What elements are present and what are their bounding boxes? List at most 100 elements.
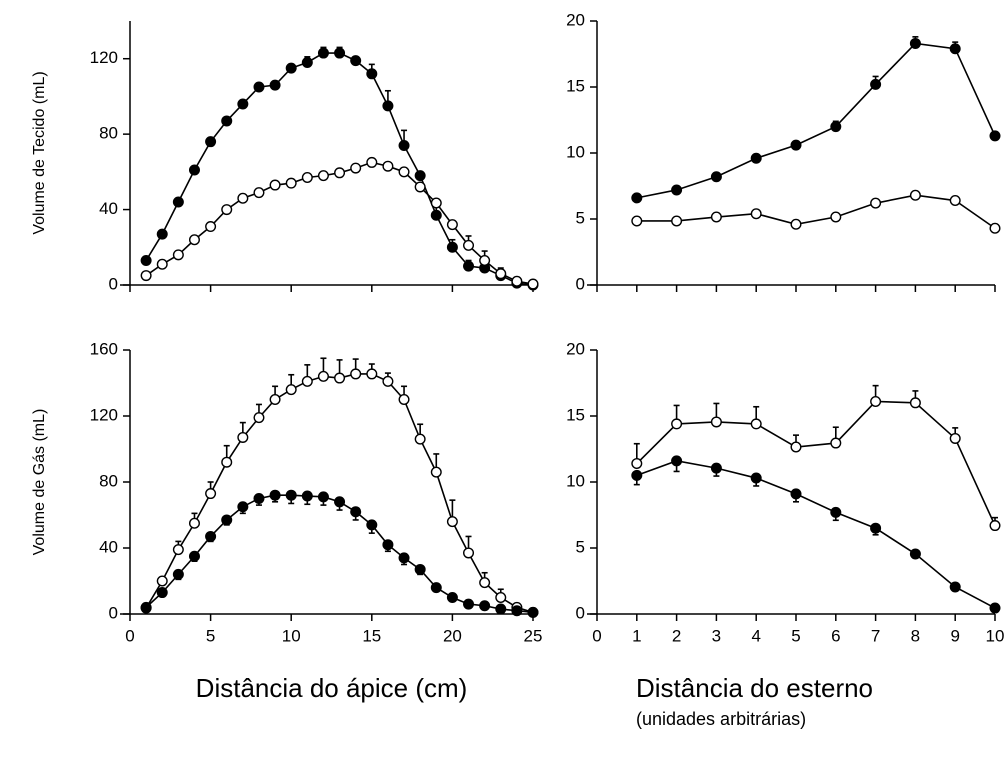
marker	[989, 602, 1001, 614]
marker	[750, 208, 762, 220]
marker	[366, 368, 378, 380]
x-tick-label: 25	[524, 626, 543, 645]
marker	[221, 204, 233, 216]
marker	[285, 384, 297, 396]
marker	[511, 275, 523, 287]
marker	[269, 79, 281, 91]
marker	[140, 270, 152, 282]
marker	[269, 179, 281, 191]
marker	[949, 581, 961, 593]
marker	[237, 98, 249, 110]
y-tick-label: 20	[566, 10, 585, 29]
marker	[527, 278, 539, 290]
marker	[710, 211, 722, 223]
x-tick-label: 9	[950, 626, 959, 645]
marker	[671, 455, 683, 467]
marker	[671, 184, 683, 196]
x-tick-label: 10	[986, 626, 1005, 645]
marker	[446, 241, 458, 253]
marker	[350, 55, 362, 67]
y-tick-label: 120	[90, 405, 118, 424]
marker	[172, 196, 184, 208]
marker	[350, 506, 362, 518]
marker	[949, 432, 961, 444]
marker	[870, 197, 882, 209]
marker	[830, 121, 842, 133]
marker	[495, 592, 507, 604]
marker	[382, 539, 394, 551]
marker	[398, 394, 410, 406]
y-tick-label: 5	[576, 537, 585, 556]
marker	[205, 530, 217, 542]
series-line	[636, 42, 996, 199]
x-tick-label: 3	[712, 626, 721, 645]
y-tick-label: 15	[566, 405, 585, 424]
x-axis-label: Distância do esterno	[636, 673, 873, 703]
marker	[317, 170, 329, 182]
marker	[710, 416, 722, 428]
marker	[790, 218, 802, 230]
marker	[334, 167, 346, 179]
marker	[269, 489, 281, 501]
series-line	[145, 161, 534, 285]
marker	[870, 395, 882, 407]
series-line	[636, 194, 996, 229]
marker	[140, 601, 152, 613]
y-tick-label: 0	[576, 274, 585, 293]
marker	[830, 437, 842, 449]
x-tick-label: 0	[125, 626, 134, 645]
y-tick-label: 40	[99, 537, 118, 556]
marker	[188, 517, 200, 529]
x-tick-label: 7	[871, 626, 880, 645]
marker	[382, 100, 394, 112]
marker	[350, 162, 362, 174]
marker	[317, 370, 329, 382]
x-tick-label: 5	[206, 626, 215, 645]
marker	[221, 456, 233, 468]
marker	[790, 488, 802, 500]
marker	[949, 43, 961, 55]
y-tick-label: 20	[566, 339, 585, 358]
marker	[511, 605, 523, 617]
marker	[253, 81, 265, 93]
marker	[446, 592, 458, 604]
marker	[631, 469, 643, 481]
marker	[205, 136, 217, 148]
marker	[790, 139, 802, 151]
marker	[188, 234, 200, 246]
marker	[710, 462, 722, 474]
marker	[495, 603, 507, 615]
marker	[479, 254, 491, 266]
marker	[253, 493, 265, 505]
marker	[463, 547, 475, 559]
marker	[870, 522, 882, 534]
y-tick-label: 5	[576, 208, 585, 227]
marker	[398, 166, 410, 178]
marker	[909, 189, 921, 201]
marker	[830, 211, 842, 223]
marker	[221, 514, 233, 526]
marker	[221, 115, 233, 127]
y-tick-label: 160	[90, 339, 118, 358]
marker	[631, 458, 643, 470]
y-tick-label: 15	[566, 76, 585, 95]
marker	[430, 466, 442, 478]
marker	[366, 68, 378, 80]
y-axis-label: Volume de Tecido (mL)	[31, 71, 48, 234]
marker	[909, 37, 921, 49]
marker	[285, 62, 297, 74]
x-tick-label: 4	[751, 626, 760, 645]
marker	[479, 600, 491, 612]
marker	[463, 239, 475, 251]
marker	[237, 431, 249, 443]
marker	[172, 249, 184, 261]
marker	[382, 375, 394, 387]
marker	[172, 568, 184, 580]
marker	[790, 441, 802, 453]
marker	[989, 130, 1001, 142]
x-tick-label: 6	[831, 626, 840, 645]
marker	[631, 215, 643, 227]
y-tick-label: 0	[109, 603, 118, 622]
marker	[870, 78, 882, 90]
marker	[285, 489, 297, 501]
